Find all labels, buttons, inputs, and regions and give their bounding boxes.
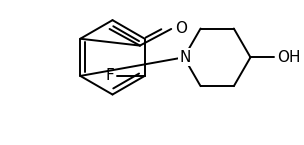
Text: N: N xyxy=(179,50,191,65)
Text: F: F xyxy=(105,68,114,83)
Text: O: O xyxy=(175,21,187,36)
Text: OH: OH xyxy=(277,50,300,65)
